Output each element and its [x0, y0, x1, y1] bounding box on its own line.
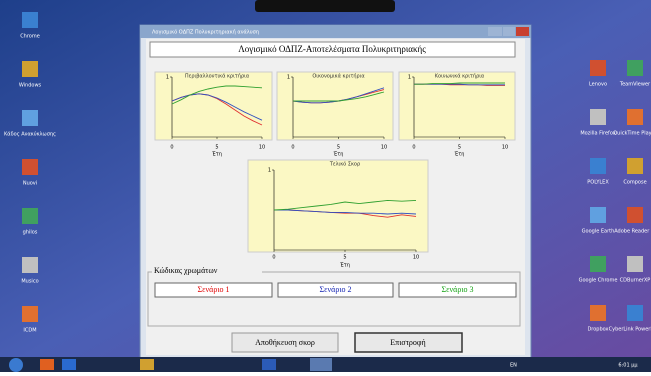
- desktop-icon[interactable]: [22, 12, 38, 28]
- desktop-icon[interactable]: [590, 256, 606, 272]
- legend: Σενάριο 1 Σενάριο 2 Σενάριο 3: [155, 283, 516, 297]
- icon-label: Lenovo: [589, 82, 607, 88]
- legend-label: Σενάριο 2: [320, 285, 352, 294]
- icon-label: Chrome: [20, 34, 40, 40]
- task-icon[interactable]: [62, 359, 76, 370]
- chart-background: [277, 72, 393, 140]
- y-tick-label: 1: [268, 168, 271, 174]
- icon-label: ICDM: [23, 328, 36, 334]
- language: EN: [510, 363, 517, 369]
- desktop-icon[interactable]: [590, 305, 606, 321]
- chart-title: Τελικό Σκορ: [329, 161, 360, 168]
- desktop-icon[interactable]: [627, 158, 643, 174]
- icon-label: POLYLEX: [587, 180, 609, 186]
- save-label: Αποθήκευση σκορ: [255, 338, 315, 347]
- desktop-icon[interactable]: [22, 110, 38, 126]
- icon-label: Compose: [623, 180, 646, 186]
- desktop-icon[interactable]: [590, 109, 606, 125]
- clock: 6:01 μμ: [618, 363, 638, 369]
- maximize-button[interactable]: [503, 27, 515, 36]
- x-tick-label: 10: [259, 145, 265, 151]
- header: Λογισμικό ΟΔΠΖ-Αποτελέσματα Πολυκριτηρια…: [238, 44, 426, 54]
- icon-label: Musico: [21, 279, 38, 285]
- desktop-icon[interactable]: [22, 306, 38, 322]
- chart-title: Περιβαλλοντικά κριτήρια: [185, 73, 250, 80]
- icon-label: QuickTime Player: [613, 131, 651, 137]
- x-tick-label: 0: [412, 145, 415, 151]
- desktop-icon[interactable]: [22, 257, 38, 273]
- desktop-icon[interactable]: [22, 61, 38, 77]
- icon-label: CyberLink PowerDVD: [609, 327, 651, 333]
- x-tick-label: 10: [502, 145, 508, 151]
- icon-label: Κάδος Ανακύκλωσης: [4, 131, 56, 138]
- close-button[interactable]: [516, 27, 529, 36]
- icon-label: Google Chrome: [579, 278, 618, 284]
- desktop-icon[interactable]: [590, 207, 606, 223]
- chart-background: [399, 72, 515, 140]
- page: Chrome Windows Κάδος Ανακύκλωσης Nuovi ghilo…: [0, 0, 651, 372]
- desktop-icon[interactable]: [627, 207, 643, 223]
- icon-label: TeamViewer: [619, 82, 651, 88]
- y-tick-label: 1: [166, 75, 169, 81]
- chart-title: Κοινωνικά κριτήρια: [435, 73, 485, 80]
- x-tick-label: 5: [343, 255, 346, 261]
- window-title: Λογισμικό ΟΔΠΖ Πολυκριτηριακή ανάλυση: [152, 29, 259, 36]
- task-icon[interactable]: [262, 359, 276, 370]
- x-tick-label: 0: [170, 145, 173, 151]
- icon-label: Adobe Reader XI: [614, 229, 651, 235]
- icon-label: Mozilla Firefox: [580, 131, 615, 137]
- x-tick-label: 0: [291, 145, 294, 151]
- icon-label: Google Earth: [582, 229, 615, 235]
- x-axis-label: Έτη: [454, 151, 465, 158]
- x-tick-label: 5: [215, 145, 218, 151]
- y-tick-label: 1: [408, 75, 411, 81]
- icon-label: ghilos: [23, 230, 38, 236]
- x-axis-label: Έτη: [211, 151, 222, 158]
- desktop: Chrome Windows Κάδος Ανακύκλωσης Nuovi ghilo…: [0, 0, 651, 372]
- task-icon-active[interactable]: [310, 358, 332, 371]
- icon-label: Dropbox: [587, 327, 608, 333]
- x-tick-label: 0: [272, 255, 275, 261]
- legend-title: Κώδικας χρωμάτων: [154, 266, 218, 275]
- x-tick-label: 10: [413, 255, 419, 261]
- x-axis-label: Έτη: [339, 262, 350, 269]
- desktop-icon[interactable]: [627, 109, 643, 125]
- chart-background: [155, 72, 272, 140]
- desktop-icon[interactable]: [590, 158, 606, 174]
- icon-label: CDBurnerXP: [620, 278, 651, 284]
- desktop-icon[interactable]: [22, 208, 38, 224]
- icon-label: Nuovi: [23, 181, 37, 187]
- x-tick-label: 5: [337, 145, 340, 151]
- back-label: Επιστροφή: [390, 338, 425, 347]
- task-icon[interactable]: [40, 359, 54, 370]
- desktop-icon[interactable]: [22, 159, 38, 175]
- chart-title: Οικονομικά κριτήρια: [312, 73, 365, 80]
- y-tick-label: 1: [287, 75, 290, 81]
- start-button[interactable]: [9, 358, 23, 372]
- legend-label: Σενάριο 3: [442, 285, 474, 294]
- desktop-icon[interactable]: [627, 256, 643, 272]
- icon-label: Windows: [19, 83, 42, 89]
- x-tick-label: 10: [381, 145, 387, 151]
- task-icon[interactable]: [140, 359, 154, 370]
- desktop-icon[interactable]: [590, 60, 606, 76]
- chart-background: [248, 160, 428, 252]
- x-axis-label: Έτη: [333, 151, 344, 158]
- desktop-icon[interactable]: [627, 60, 643, 76]
- minimize-button[interactable]: [488, 27, 502, 36]
- legend-label: Σενάριο 1: [198, 285, 230, 294]
- media-bar: [255, 0, 395, 12]
- x-tick-label: 5: [458, 145, 461, 151]
- desktop-icon[interactable]: [627, 305, 643, 321]
